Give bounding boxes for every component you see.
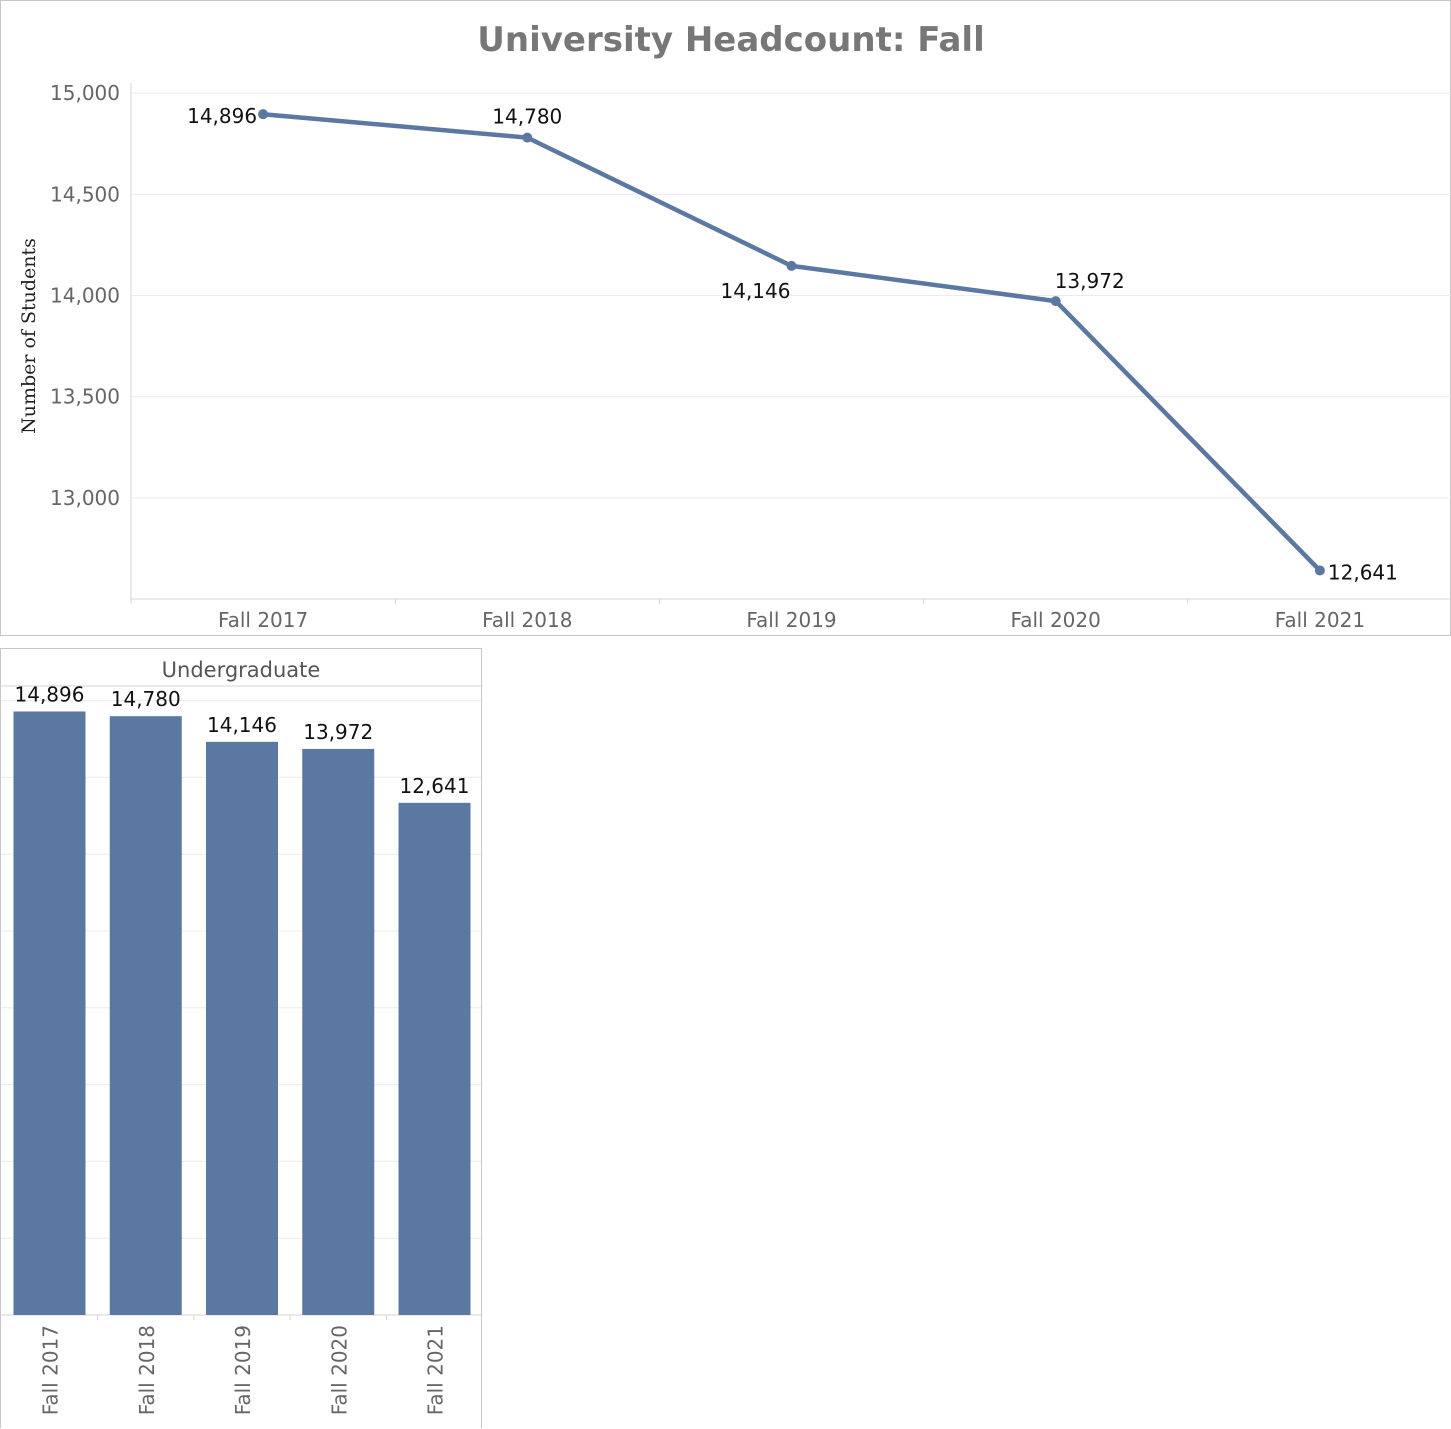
bar [109,716,182,1315]
bar-data-labels: 14,896 14,780 14,146 13,972 12,641 [15,682,470,797]
bar-x-tick-label: Fall 2020 [327,1325,351,1415]
bar-x-tick-label: Fall 2018 [135,1325,159,1415]
bar-bars [13,711,471,1315]
bar-data-label: 13,972 [303,720,373,744]
line-point [786,260,797,271]
chart-title: University Headcount: Fall [477,20,985,60]
bar-x-ticks: Fall 2017 Fall 2018 Fall 2019 Fall 2020 Fall… [39,1315,448,1415]
line-data-label: 14,146 [721,279,791,303]
bar [13,711,86,1315]
line-data-labels: 14,896 14,780 14,146 13,972 12,641 [187,104,1398,584]
bar-data-label: 12,641 [400,774,470,798]
bar [398,802,471,1315]
bar [206,741,278,1315]
series-line [262,111,1322,573]
line-chart: University Headcount: Fall Number of Stu… [18,20,1451,632]
bar [302,748,375,1315]
line-x-tick-label: Fall 2017 [218,608,308,632]
line-chart-panel: University Headcount: Fall Number of Stu… [0,0,1451,636]
line-y-tick-label: 13,000 [50,486,120,510]
line-y-tick-label: 13,500 [50,385,120,409]
bar-x-tick-label: Fall 2017 [39,1325,63,1415]
line-x-tick-label: Fall 2020 [1011,608,1101,632]
bar-data-label: 14,780 [111,687,181,711]
line-y-tick-label: 15,000 [50,81,120,105]
line-data-label: 14,896 [187,104,257,128]
line-point [1050,296,1061,307]
bar-data-label: 14,146 [207,713,277,737]
line-point [258,109,269,120]
bar-data-label: 14,896 [15,682,85,706]
line-gridlines [130,83,1451,600]
bar-x-tick-label: Fall 2021 [424,1325,448,1415]
line-data-label: 14,780 [492,105,562,129]
y-axis-label: Number of Students [18,238,40,434]
line-data-label: 13,972 [1055,269,1125,293]
bar-x-tick-label: Fall 2019 [231,1325,255,1415]
line-x-tick-label: Fall 2019 [746,608,836,632]
line-x-tick-label: Fall 2018 [482,608,572,632]
bar-chart: Undergraduate 14,896 14,780 14,146 13,972 12… [1,658,483,1415]
line-points [258,109,1325,576]
bar-chart-panel: Undergraduate 14,896 14,780 14,146 13,972 12… [0,648,483,1428]
line-y-tick-label: 14,500 [50,182,120,206]
line-data-label: 12,641 [1328,560,1398,584]
line-point [1314,565,1325,576]
line-point [522,132,533,143]
line-x-ticks: Fall 2017 Fall 2018 Fall 2019 Fall 2020 Fall… [130,599,1365,632]
bar-panel-header: Undergraduate [162,658,321,682]
line-x-tick-label: Fall 2021 [1275,608,1365,632]
line-y-tick-label: 14,000 [50,283,120,307]
line-y-ticks: 13,000 13,500 14,000 14,500 15,000 [50,81,120,510]
